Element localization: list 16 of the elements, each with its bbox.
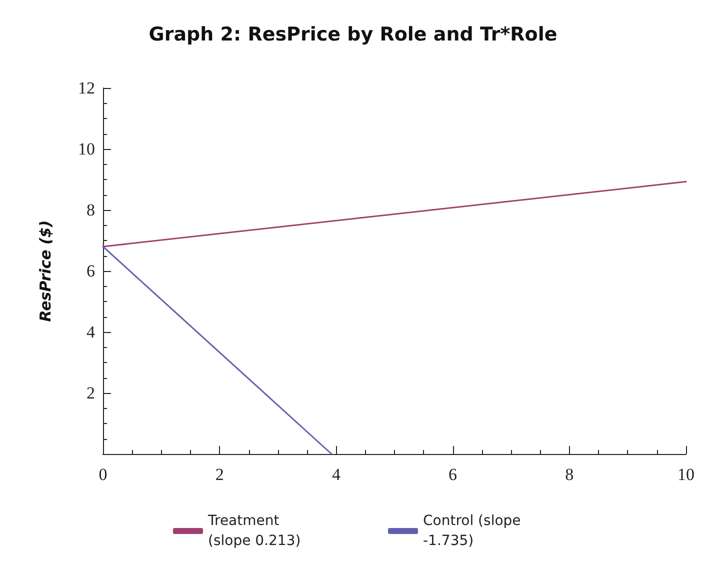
y-tick-label: 8 <box>86 200 95 220</box>
y-tick-label: 10 <box>78 140 95 158</box>
legend-label: Control (slope -1.735) <box>423 513 526 549</box>
x-tick-label: 10 <box>678 465 694 484</box>
y-axis-title: ResPrice ($) <box>36 220 54 322</box>
x-tick-label: 4 <box>332 465 341 484</box>
x-tick-label: 2 <box>215 465 224 484</box>
x-tick-label: 6 <box>448 465 458 484</box>
legend-label: Treatment (slope 0.213) <box>207 513 301 549</box>
y-tick-label: 4 <box>86 322 96 342</box>
y-tick-label: 2 <box>86 384 95 402</box>
x-tick-label: 8 <box>565 465 574 484</box>
y-tick-label: 12 <box>78 78 95 98</box>
chart-title: Graph 2: ResPrice by Role and Tr*Role <box>148 24 558 46</box>
x-tick-label: 0 <box>98 465 108 484</box>
y-tick-label: 6 <box>86 262 95 280</box>
